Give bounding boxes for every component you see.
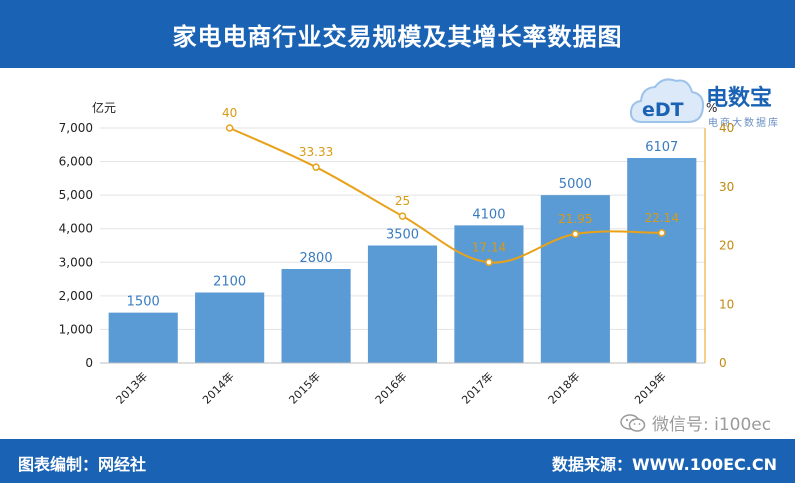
y2-tick-label: 10 <box>719 297 734 311</box>
bar-value-label: 2800 <box>300 251 333 266</box>
header-bar: 家电电商行业交易规模及其增长率数据图 <box>0 0 795 68</box>
line-point <box>225 124 234 132</box>
x-tick-label: 2015年 <box>286 369 323 406</box>
x-tick-label: 2014年 <box>199 369 236 406</box>
bar-value-label: 2100 <box>213 275 246 290</box>
logo-mark: eDT <box>642 99 684 121</box>
wechat-account: 微信号: i100ec <box>620 410 771 435</box>
y-tick-label: 1,000 <box>59 322 93 336</box>
x-tick-label: 2018年 <box>545 369 582 406</box>
growth-line-path <box>229 127 662 264</box>
line-value-label: 21.95 <box>558 212 592 226</box>
y2-axis-label: % <box>706 101 717 115</box>
line-value-label: 40 <box>222 106 237 120</box>
y2-tick-label: 0 <box>719 356 727 370</box>
logo-name: 电数宝 <box>706 86 773 111</box>
x-tick-label: 2017年 <box>459 369 496 406</box>
y2-tick-label: 30 <box>719 180 734 194</box>
bar-value-label: 6107 <box>645 140 678 155</box>
y-tick-label: 5,000 <box>59 188 93 202</box>
line-point <box>485 258 493 267</box>
wechat-icon <box>620 413 646 432</box>
bar <box>281 269 351 363</box>
logo: eDT 电数宝 电商大数据库 <box>628 72 790 134</box>
bar <box>108 312 178 363</box>
line-point <box>658 229 666 237</box>
x-tick-label: 2013年 <box>113 369 150 406</box>
line-value-label: 22.14 <box>645 211 679 225</box>
y2-tick-label: 20 <box>719 239 734 253</box>
growth-line: 40 33.33 25 17.14 21.95 22.14 <box>222 106 679 267</box>
bars: 1500 2100 2800 3500 4100 5000 6107 <box>108 140 697 363</box>
y-tick-label: 6,000 <box>59 155 93 169</box>
line-point <box>398 212 407 220</box>
line-point <box>312 163 320 171</box>
bar <box>540 195 610 363</box>
y-tick-label: 4,000 <box>59 222 93 236</box>
cloud-logo-icon: eDT <box>629 78 705 123</box>
y2-tick-label: 40 <box>719 121 734 135</box>
y-tick-label: 2,000 <box>59 289 93 303</box>
chart: 1500 2100 2800 3500 4100 5000 6107 40 33.33 25 17… <box>59 100 735 407</box>
page-title: 家电电商行业交易规模及其增长率数据图 <box>172 22 623 51</box>
y-tick-label: 3,000 <box>59 255 93 269</box>
y-axis-label: 亿元 <box>92 100 116 115</box>
bar <box>367 245 438 363</box>
footer-source: 数据来源：WWW.100EC.CN <box>551 455 777 474</box>
wechat-label: 微信号: i100ec <box>652 415 772 435</box>
bar <box>454 225 524 363</box>
y-tick-label: 0 <box>85 356 93 370</box>
line-value-label: 33.33 <box>299 145 333 159</box>
bar-value-label: 4100 <box>472 207 505 222</box>
footer-credit: 图表编制：网经社 <box>18 455 147 474</box>
x-tick-label: 2016年 <box>372 369 409 406</box>
x-tick-label: 2019年 <box>631 369 668 406</box>
line-value-label: 25 <box>395 194 410 208</box>
line-value-label: 17.14 <box>472 240 506 254</box>
footer-bar: 图表编制：网经社 数据来源：WWW.100EC.CN <box>0 439 795 483</box>
bar-value-label: 5000 <box>559 177 592 192</box>
bar <box>627 157 697 363</box>
line-point <box>571 230 580 238</box>
y-tick-label: 7,000 <box>59 121 93 135</box>
bar-value-label: 3500 <box>386 228 419 243</box>
logo-tagline: 电商大数据库 <box>708 118 780 129</box>
bar <box>195 292 265 363</box>
bar-value-label: 1500 <box>127 295 160 310</box>
